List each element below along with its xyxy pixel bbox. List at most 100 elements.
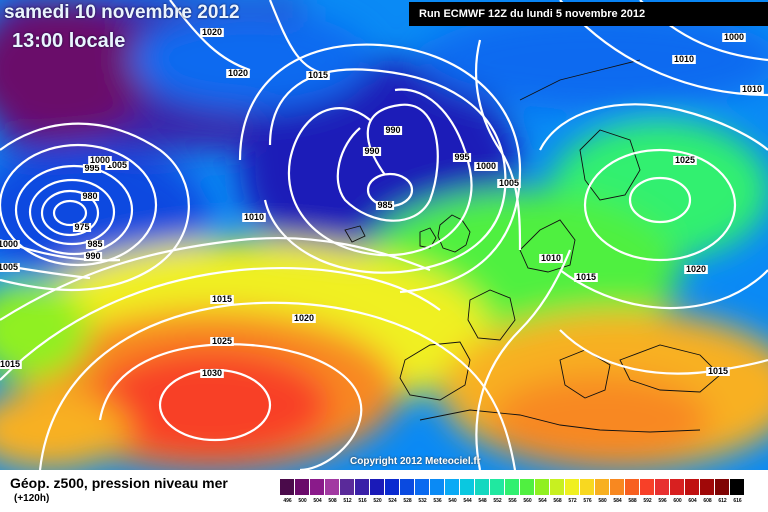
- scale-tick-label: 608: [703, 498, 712, 504]
- isobar-label: 1025: [212, 336, 232, 346]
- scale-tick-label: 516: [358, 498, 367, 504]
- scale-tick-label: 524: [388, 498, 397, 504]
- scale-swatch: [400, 479, 415, 495]
- isobar-label: 1010: [541, 253, 561, 263]
- coastlines: [344, 59, 721, 433]
- isobar-label: 995: [84, 163, 99, 173]
- isobar-label: 1005: [499, 178, 519, 188]
- isobar-label: 985: [87, 239, 102, 249]
- isobar-label: 1015: [708, 366, 728, 376]
- isobar-label: 1005: [107, 160, 127, 170]
- scale-tick-label: 552: [493, 498, 502, 504]
- scale-swatch: [370, 479, 385, 495]
- isobar-label: 990: [385, 125, 400, 135]
- model-run-info: Run ECMWF 12Z du lundi 5 novembre 2012: [409, 2, 768, 26]
- scale-tick-label: 560: [523, 498, 532, 504]
- scale-swatch: [715, 479, 730, 495]
- scale-swatch: [565, 479, 580, 495]
- scale-tick-label: 528: [403, 498, 412, 504]
- legend-footer: Géop. z500, pression niveau mer (+120h) …: [0, 470, 768, 512]
- scale-tick-label: 576: [583, 498, 592, 504]
- scale-swatch: [610, 479, 625, 495]
- isobar-label-bg: [362, 147, 382, 156]
- isobar-label-bg: [684, 265, 708, 274]
- isobar-label: 1000: [0, 239, 18, 249]
- scale-tick-label: 536: [433, 498, 442, 504]
- isobar-label: 1005: [0, 262, 18, 272]
- scale-tick-label: 540: [448, 498, 457, 504]
- isobar-label-bg: [242, 213, 266, 222]
- scale-swatch: [700, 479, 715, 495]
- scale-tick-label: 500: [298, 498, 307, 504]
- isobar-label: 1020: [294, 313, 314, 323]
- scale-swatch: [430, 479, 445, 495]
- isobar-label-bg: [210, 295, 234, 304]
- geopotential-scale-labels: 496 500 504 508 512 516 520 524 528 532 536 540 544 5…: [280, 497, 745, 505]
- isobar-label-bg: [200, 28, 224, 37]
- scale-swatch: [685, 479, 700, 495]
- isobar-label-bg: [722, 33, 746, 42]
- scale-swatch: [640, 479, 655, 495]
- isobar-label: 1000: [90, 155, 110, 165]
- isobar-label: 1025: [675, 155, 695, 165]
- isobar-label: 1000: [724, 32, 744, 42]
- isobar-label-bg: [740, 85, 764, 94]
- scale-tick-label: 496: [283, 498, 292, 504]
- scale-tick-label: 520: [373, 498, 382, 504]
- isobar-label-bg: [0, 360, 22, 369]
- isobar-label: 995: [454, 152, 469, 162]
- copyright-notice: Copyright 2012 Meteociel.fr: [350, 456, 481, 467]
- scale-tick-label: 568: [553, 498, 562, 504]
- isobar-label-bg: [574, 273, 598, 282]
- isobar-label-bg: [375, 201, 395, 210]
- scale-tick-label: 616: [733, 498, 742, 504]
- scale-tick-label: 588: [628, 498, 637, 504]
- scale-swatch: [340, 479, 355, 495]
- scale-swatch: [550, 479, 565, 495]
- isobar-label-bg: [0, 263, 20, 272]
- isobar-label-bg: [200, 369, 224, 378]
- isobar-label-bg: [539, 254, 563, 263]
- scale-tick-label: 572: [568, 498, 577, 504]
- scale-tick-label: 556: [508, 498, 517, 504]
- scale-swatch: [460, 479, 475, 495]
- isobar-label-bg: [72, 223, 92, 232]
- scale-swatch: [670, 479, 685, 495]
- geopotential-color-scale: [280, 479, 745, 495]
- scale-tick-label: 604: [688, 498, 697, 504]
- isobar-label: 990: [364, 146, 379, 156]
- scale-swatch: [295, 479, 310, 495]
- isobar-label-bg: [226, 69, 250, 78]
- scale-swatch: [595, 479, 610, 495]
- scale-swatch: [490, 479, 505, 495]
- scale-tick-label: 512: [343, 498, 352, 504]
- forecast-date: samedi 10 novembre 2012: [4, 2, 240, 23]
- scale-swatch: [655, 479, 670, 495]
- isobar-label-bg: [88, 156, 112, 165]
- scale-tick-label: 580: [598, 498, 607, 504]
- scale-tick-label: 508: [328, 498, 337, 504]
- isobar-label: 1020: [202, 27, 222, 37]
- isobar-label: 1020: [686, 264, 706, 274]
- isobar-label-bg: [0, 240, 20, 249]
- isobar-label-bg: [672, 55, 696, 64]
- scale-swatch: [385, 479, 400, 495]
- scale-tick-label: 544: [463, 498, 472, 504]
- scale-tick-label: 504: [313, 498, 322, 504]
- scale-swatch: [415, 479, 430, 495]
- isobar-label: 1015: [576, 272, 596, 282]
- scale-tick-label: 548: [478, 498, 487, 504]
- scale-swatch: [445, 479, 460, 495]
- isobar-label-bg: [306, 71, 330, 80]
- isobar-label: 1000: [476, 161, 496, 171]
- isobar-label: 1015: [0, 359, 20, 369]
- scale-tick-label: 592: [643, 498, 652, 504]
- scale-tick-label: 612: [718, 498, 727, 504]
- isobar-label: 990: [85, 251, 100, 261]
- isobar-label: 1020: [228, 68, 248, 78]
- isobar-label-bg: [497, 179, 521, 188]
- isobar-label-bg: [383, 126, 403, 135]
- scale-swatch: [505, 479, 520, 495]
- isobar-label-bg: [474, 162, 498, 171]
